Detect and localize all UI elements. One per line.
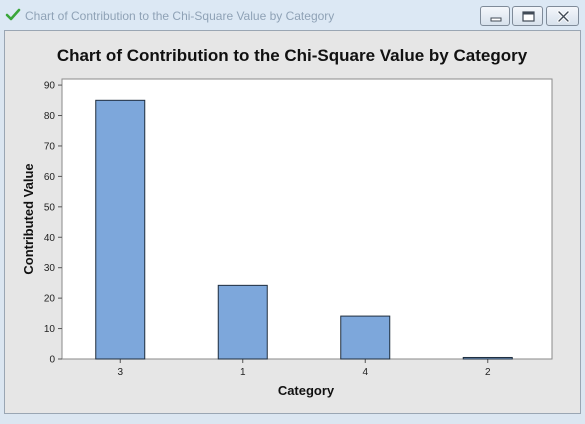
maximize-button[interactable] — [512, 6, 543, 26]
chart-svg: Chart of Contribution to the Chi-Square … — [21, 46, 553, 398]
maximize-icon — [522, 11, 535, 22]
y-tick-label: 80 — [44, 111, 56, 122]
y-tick-label: 50 — [44, 202, 56, 213]
y-tick-label: 10 — [44, 324, 56, 335]
y-tick-label: 40 — [44, 233, 56, 244]
x-tick-label: 3 — [117, 367, 123, 378]
y-axis: 0 10 20 30 40 50 60 70 80 90 — [44, 81, 62, 366]
bar-3 — [95, 99, 146, 360]
y-tick-label: 0 — [49, 355, 55, 366]
bar-2 — [462, 356, 513, 360]
y-axis-label: Contributed Value — [21, 163, 36, 274]
x-tick-label: 4 — [362, 367, 368, 378]
bars — [95, 99, 513, 360]
window-title: Chart of Contribution to the Chi-Square … — [25, 9, 335, 23]
title-bar[interactable]: Chart of Contribution to the Chi-Square … — [0, 0, 585, 30]
x-axis: 3 1 4 2 — [117, 359, 491, 378]
x-tick-label: 1 — [240, 367, 246, 378]
chart-area: Chart of Contribution to the Chi-Square … — [4, 30, 581, 414]
bar-4 — [340, 315, 391, 360]
close-icon — [557, 10, 570, 23]
bar-1 — [217, 284, 268, 360]
minimize-button[interactable] — [480, 6, 510, 26]
y-tick-label: 30 — [44, 263, 56, 274]
y-tick-label: 90 — [44, 81, 56, 92]
minimize-icon — [490, 17, 502, 22]
y-tick-label: 20 — [44, 294, 56, 305]
x-axis-label: Category — [278, 383, 335, 398]
chart-title: Chart of Contribution to the Chi-Square … — [57, 46, 528, 65]
y-tick-label: 70 — [44, 141, 56, 152]
y-tick-label: 60 — [44, 172, 56, 183]
check-icon — [5, 7, 21, 23]
x-tick-label: 2 — [485, 367, 491, 378]
close-button[interactable] — [546, 6, 579, 26]
